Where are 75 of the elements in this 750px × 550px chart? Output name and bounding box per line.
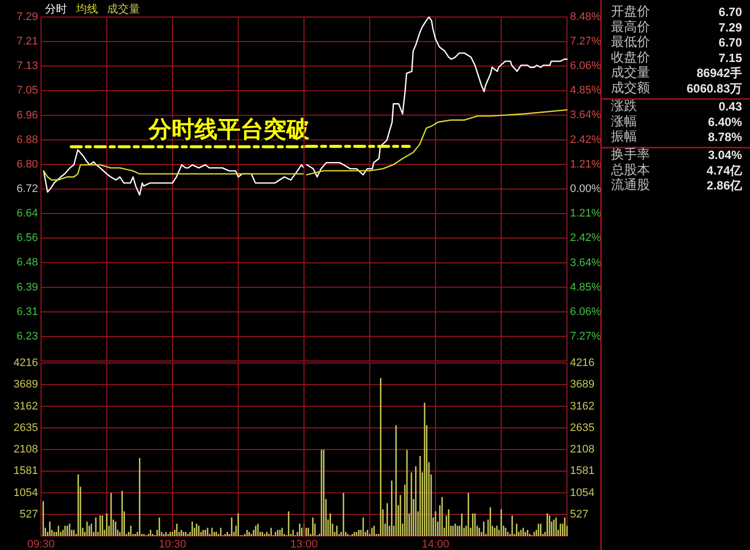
y2-tick-label: 4216: [570, 357, 594, 369]
y-tick-label: 6.31: [16, 306, 38, 318]
category-label: 流通股: [611, 177, 650, 194]
text: 均线: [75, 2, 98, 16]
y2-tick-label: 3689: [570, 378, 594, 391]
y-tick-label: 7.05: [16, 84, 38, 97]
y-tick-label: 6.39: [16, 281, 38, 294]
y-tick-label: 6.72: [16, 183, 38, 195]
y2-tick-label: 0.00%: [570, 183, 602, 195]
text: 4.74亿: [706, 163, 742, 178]
y2-tick-label: 8.48%: [570, 11, 602, 23]
y-tick-label: 7.13: [16, 60, 38, 72]
y2-tick-label: 1.21%: [570, 158, 602, 170]
category-label: 开盘价: [611, 4, 650, 20]
y-tick-label: 3162: [14, 400, 38, 412]
text: 7.15: [718, 50, 742, 65]
text: 分时: [45, 2, 67, 16]
y-tick-label: 6.56: [16, 232, 38, 244]
category-label: 涨跌: [611, 99, 637, 114]
y-tick-label: 2635: [14, 422, 38, 434]
y-tick-label: 6.48: [16, 256, 38, 269]
y2-tick-label: 1054: [570, 486, 594, 499]
y2-tick-label: 4.85%: [570, 84, 602, 97]
text: 6.70: [718, 5, 742, 19]
y2-tick-label: 2108: [570, 444, 594, 456]
y2-tick-label: 7.27%: [570, 330, 602, 342]
y2-tick-label: 6.06%: [570, 60, 602, 72]
category-label: 总股本: [610, 162, 650, 178]
y-tick-label: 7.29: [16, 11, 38, 23]
y-tick-label: 6.88: [16, 134, 38, 146]
category-label: 成交量: [611, 64, 650, 81]
y2-tick-label: 3162: [570, 400, 594, 412]
category-label: 换手率: [611, 146, 650, 163]
text: 8.78%: [708, 130, 742, 144]
y2-tick-label: 6.06%: [570, 306, 602, 318]
x-tick-label: 14:00: [422, 538, 450, 550]
text: 6.70: [718, 36, 742, 50]
y-tick-label: 4216: [14, 357, 38, 369]
y-tick-label: 3689: [14, 378, 38, 391]
category-label: 收盘价: [611, 50, 650, 66]
category-label: 振幅: [611, 130, 637, 145]
category-label: 成交额: [611, 80, 650, 96]
y-tick-label: 6.96: [16, 109, 38, 122]
y2-tick-label: 1581: [570, 465, 594, 478]
category-label: 最低价: [611, 35, 650, 50]
x-tick-label: 09:30: [27, 538, 55, 550]
text: 3.04%: [708, 148, 742, 162]
text: 成交量: [107, 2, 140, 16]
y-tick-label: 6.80: [16, 158, 38, 171]
text: 6060.83万: [686, 82, 742, 96]
y2-tick-label: 4.85%: [570, 281, 602, 294]
text: 86942手: [696, 66, 742, 80]
y2-tick-label: 2.42%: [570, 134, 602, 146]
category-label: 最高价: [611, 18, 650, 35]
y-tick-label: 1581: [14, 465, 38, 478]
text: 7.29: [718, 20, 742, 34]
y-tick-label: 6.64: [16, 207, 38, 220]
text: 6.40%: [708, 114, 742, 129]
y-tick-label: 527: [20, 508, 38, 520]
y2-tick-label: 7.27%: [570, 36, 602, 48]
y-tick-label: 6.23: [16, 330, 38, 343]
y2-tick-label: 1.21%: [570, 208, 602, 220]
y-tick-label: 2108: [14, 444, 38, 456]
y2-tick-label: 2635: [570, 422, 594, 434]
y-tick-label: 7.21: [16, 35, 38, 48]
x-tick-label: 10:30: [158, 538, 186, 550]
y2-tick-label: 3.64%: [570, 256, 602, 269]
category-label: 涨幅: [611, 114, 637, 130]
x-tick-label: 13:00: [290, 538, 318, 550]
y2-tick-label: 3.64%: [570, 109, 602, 122]
y2-tick-label: 2.42%: [570, 232, 602, 244]
y2-tick-label: 527: [570, 508, 588, 520]
y-tick-label: 1054: [14, 486, 38, 499]
text: 2.86亿: [706, 178, 742, 193]
text: 0.43: [718, 100, 742, 114]
